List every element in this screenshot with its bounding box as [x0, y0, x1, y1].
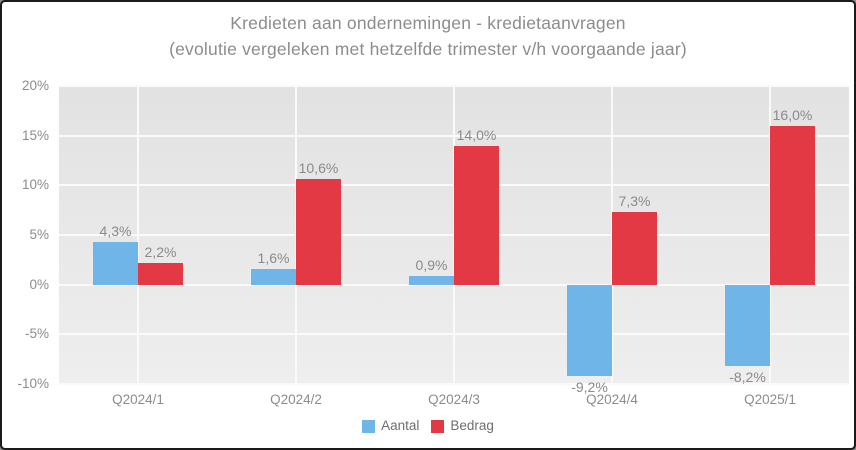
x-category-label: Q2024/4	[586, 392, 638, 407]
chart-subtitle: (evolutie vergeleken met hetzelfde trime…	[169, 39, 687, 59]
bar-aantal	[251, 268, 296, 285]
bar-value-label: 0,9%	[415, 256, 448, 273]
x-category-label: Q2024/1	[112, 392, 164, 407]
bar-bedrag	[612, 212, 657, 285]
chart-title: Kredieten aan ondernemingen - kredietaan…	[230, 13, 626, 33]
legend: Aantal Bedrag	[2, 418, 854, 434]
legend-item-bedrag: Bedrag	[431, 418, 494, 434]
gridline-v	[137, 86, 139, 384]
bar-aantal	[409, 275, 454, 285]
legend-label: Bedrag	[450, 418, 494, 433]
y-tick-label: 15%	[21, 127, 49, 143]
x-category-label: Q2024/3	[428, 392, 480, 407]
gridline-h	[59, 383, 849, 385]
bar-value-label: 2,2%	[144, 243, 177, 260]
bar-aantal	[93, 241, 138, 285]
bar-aantal	[567, 284, 612, 377]
legend-swatch-aantal	[362, 419, 376, 433]
x-category-label: Q2024/2	[270, 392, 322, 407]
bar-bedrag	[296, 179, 341, 285]
chart-title-block: Kredieten aan ondernemingen - kredietaan…	[2, 10, 854, 62]
bar-value-label: 4,3%	[99, 222, 132, 239]
bar-aantal	[725, 284, 770, 367]
y-tick-label: 0%	[29, 276, 49, 292]
bar-value-label: 10,6%	[298, 160, 339, 177]
bar-value-label: 1,6%	[257, 249, 290, 266]
bar-value-label: 7,3%	[618, 193, 651, 210]
x-category-label: Q2025/1	[744, 392, 796, 407]
bar-bedrag	[454, 145, 499, 285]
bar-value-label: 14,0%	[456, 126, 497, 143]
y-tick-label: 10%	[21, 177, 49, 193]
bar-bedrag	[770, 125, 815, 285]
bar-value-label: -9,2%	[571, 379, 608, 396]
y-tick-label: 20%	[21, 78, 49, 93]
legend-swatch-bedrag	[431, 419, 445, 433]
y-tick-label: -10%	[17, 376, 49, 391]
y-tick-label: 5%	[29, 227, 49, 242]
bar-bedrag	[138, 262, 183, 285]
bar-value-label: 16,0%	[772, 106, 813, 123]
legend-item-aantal: Aantal	[362, 418, 419, 434]
bar-value-label: -8,2%	[729, 369, 766, 386]
legend-label: Aantal	[381, 418, 420, 433]
y-tick-label: -5%	[24, 326, 49, 342]
plot-area: 4,3% 1,6% 0,9% -9,2% -8,2% 2,2% 10,6% 14,0% 7,3%…	[59, 85, 849, 395]
